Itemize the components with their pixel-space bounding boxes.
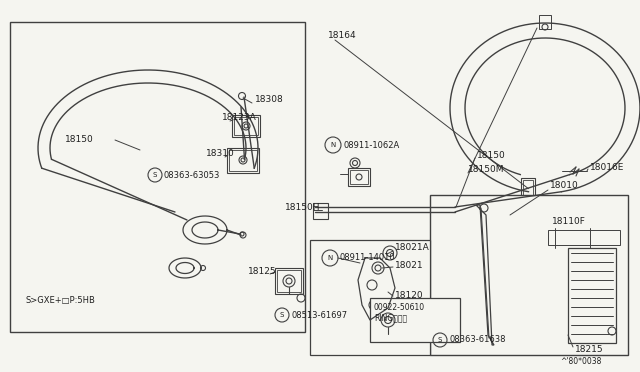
- Text: 18150: 18150: [477, 151, 506, 160]
- Bar: [370, 298, 460, 342]
- Text: 18016E: 18016E: [590, 164, 625, 173]
- Text: 08513-61697: 08513-61697: [291, 311, 347, 320]
- Text: 18120: 18120: [395, 291, 424, 299]
- Bar: [10, 22, 305, 332]
- Text: 18308: 18308: [255, 96, 284, 105]
- Text: S: S: [153, 172, 157, 178]
- Text: 08911-14010: 08911-14010: [340, 253, 396, 263]
- Text: 08363-63053: 08363-63053: [164, 170, 220, 180]
- Text: 18310: 18310: [206, 150, 235, 158]
- Text: 18125: 18125: [248, 267, 276, 276]
- Text: 18110F: 18110F: [552, 218, 586, 227]
- Text: N: N: [330, 142, 335, 148]
- Text: 18010: 18010: [550, 180, 579, 189]
- Text: S>GXE+□P:5HB: S>GXE+□P:5HB: [25, 295, 95, 305]
- Text: 18150M: 18150M: [468, 166, 504, 174]
- Bar: [520, 178, 534, 198]
- Text: 18021: 18021: [395, 260, 424, 269]
- Bar: [568, 248, 616, 343]
- Text: 18150H: 18150H: [285, 203, 320, 212]
- Bar: [348, 168, 370, 186]
- Bar: [430, 195, 628, 355]
- Bar: [310, 240, 430, 355]
- Bar: [232, 115, 260, 137]
- Text: S: S: [280, 312, 284, 318]
- Text: S: S: [438, 337, 442, 343]
- Text: RINGリング: RINGリング: [374, 314, 407, 323]
- Text: 18150: 18150: [65, 135, 93, 144]
- Bar: [548, 230, 620, 245]
- Bar: [275, 268, 303, 294]
- Bar: [277, 270, 301, 292]
- Text: 18123A: 18123A: [222, 113, 257, 122]
- Bar: [350, 170, 368, 184]
- Text: 18215: 18215: [575, 346, 604, 355]
- Text: 00922-50610: 00922-50610: [374, 302, 425, 311]
- Text: N: N: [328, 255, 333, 261]
- Text: 08363-61638: 08363-61638: [449, 336, 506, 344]
- Bar: [234, 117, 258, 135]
- Bar: [313, 203, 328, 219]
- Bar: [227, 148, 259, 173]
- Bar: [229, 150, 257, 171]
- Bar: [539, 15, 551, 29]
- Bar: [522, 180, 532, 196]
- Text: 18164: 18164: [328, 31, 356, 39]
- Text: 08911-1062A: 08911-1062A: [343, 141, 399, 150]
- Text: 18021A: 18021A: [395, 244, 429, 253]
- Text: ^'80*0038: ^'80*0038: [560, 357, 602, 366]
